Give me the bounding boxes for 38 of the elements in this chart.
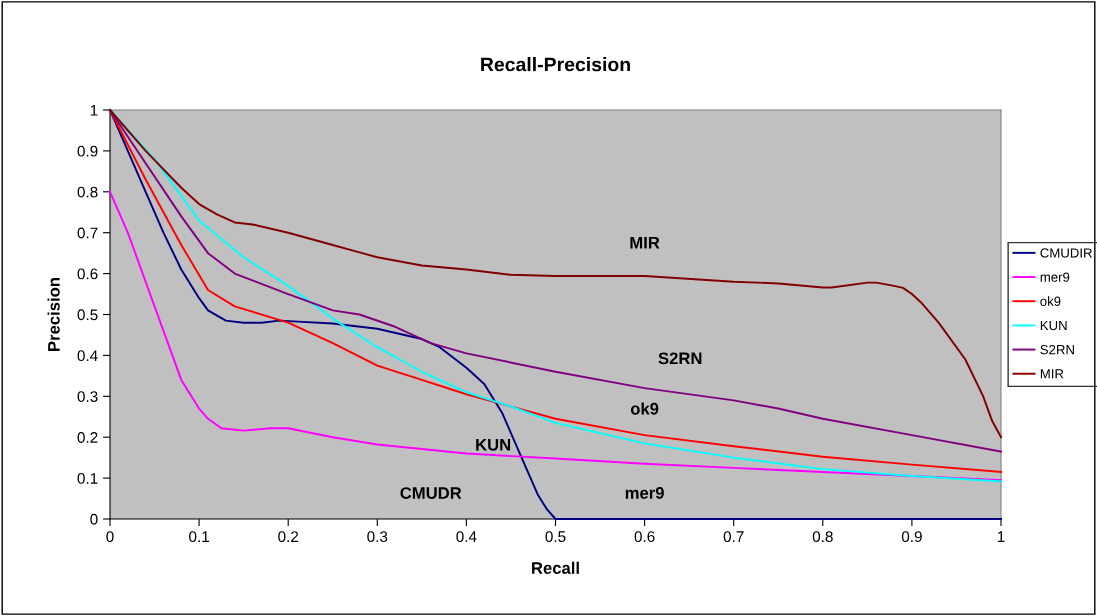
annotation: S2RN [658,352,702,365]
x-tick-label: 0.1 [189,531,209,543]
chart-title: Recall-Precision [481,57,630,72]
y-tick-label: 0.3 [77,391,98,402]
y-axis-title: Precision [47,278,60,351]
annotation: CMUDR [400,487,462,499]
legend-label: mer9 [1040,272,1070,282]
y-tick-label: 0.4 [77,350,98,362]
y-tick-label: 0.5 [77,309,98,321]
y-tick-label: 0 [90,513,98,525]
x-tick-label: 0.9 [901,531,922,543]
legend-label: MIR [1040,369,1064,379]
x-tick-label: 1 [997,531,1005,542]
annotation: MIR [630,236,660,249]
legend-label: KUN [1040,320,1067,331]
x-axis-title: Recall [532,561,579,574]
x-tick-label: 0.6 [634,531,655,543]
annotation: ok9 [630,402,659,415]
x-tick-label: 0.2 [278,531,299,543]
legend-label: ok9 [1040,296,1061,306]
x-tick-label: 0.5 [545,531,566,543]
x-tick-label: 0.3 [367,531,388,543]
y-tick-label: 0.6 [77,268,98,280]
x-tick-label: 0.8 [812,531,833,543]
y-tick-label: 0.8 [77,186,98,198]
y-tick-label: 0.1 [77,472,98,484]
legend-label: S2RN [1040,344,1074,355]
y-tick-label: 0.2 [77,432,98,443]
annotation: KUN [476,439,511,451]
x-tick-label: 0.4 [456,531,477,543]
y-tick-label: 0.9 [77,145,98,157]
x-tick-label: 0 [106,531,114,543]
y-tick-label: 0.7 [77,227,98,239]
x-tick-label: 0.7 [723,531,744,543]
annotation: mer9 [625,487,664,499]
line-series [109,190,1002,482]
legend-label: CMUDIR [1040,248,1092,258]
y-tick-label: 1 [90,105,98,116]
